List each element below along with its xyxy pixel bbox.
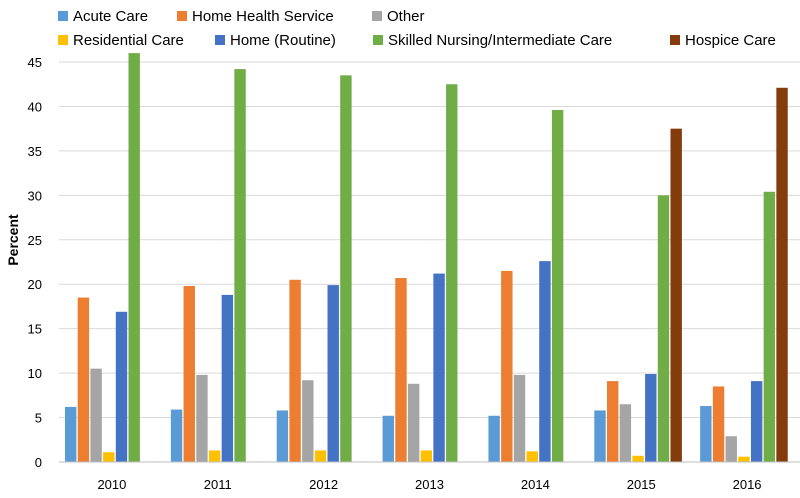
bar-acute-care-2011 [170,409,183,462]
bar-home-routine--2016 [750,381,763,462]
legend: Acute Care Home Health Service Other Reside… [58,8,776,49]
bar-acute-care-2015 [594,410,606,462]
bar-home-routine--2015 [645,374,657,462]
bar-skilled-nursing-intermediate-care-2011 [234,69,246,462]
y-tick-labels: 0 5 10 15 20 25 30 35 40 45 [28,55,42,470]
x-tick-label: 2016 [733,477,762,492]
bar-hospice-care-2015 [670,128,682,462]
legend-label-home-routine-: Home (Routine) [230,32,336,49]
bar-other-2014 [513,374,526,462]
legend-label-other: Other [387,8,425,25]
y-tick-label: 30 [28,188,42,203]
x-tick-label: 2013 [415,477,444,492]
legend-swatch-skilled-nursing-intermediate-care [373,35,383,45]
legend-swatch-residential-care [58,35,68,45]
bar-skilled-nursing-intermediate-care-2013 [446,84,458,462]
x-tick-labels: 2010 2011 2012 2013 2014 2015 2016 [97,477,761,492]
y-axis-label: Percent [5,214,21,266]
legend-label-home-health-service: Home Health Service [192,8,334,25]
bar-acute-care-2014 [488,415,500,462]
bar-home-health-service-2016 [712,386,725,462]
bar-skilled-nursing-intermediate-care-2016 [763,191,776,462]
y-tick-label: 40 [28,99,42,114]
y-tick-label: 15 [28,322,42,337]
y-tick-label: 35 [28,144,42,159]
bar-residential-care-2013 [420,450,433,462]
legend-label-residential-care: Residential Care [73,32,184,49]
bar-skilled-nursing-intermediate-care-2015 [657,195,670,463]
bar-residential-care-2016 [738,456,750,462]
bar-other-2012 [302,380,314,462]
bar-skilled-nursing-intermediate-care-2012 [340,75,352,462]
bar-acute-care-2010 [65,406,77,462]
bar-home-health-service-2015 [606,381,619,462]
bar-skilled-nursing-intermediate-care-2010 [128,53,140,462]
bar-acute-care-2016 [700,406,712,462]
y-tick-label: 5 [35,411,42,426]
bar-home-health-service-2011 [183,286,195,462]
legend-label-acute-care: Acute Care [73,8,148,25]
bar-home-routine--2013 [433,273,445,462]
x-tick-label: 2014 [521,477,550,492]
bar-other-2011 [196,374,208,462]
bar-residential-care-2014 [526,451,538,462]
x-tick-label: 2015 [627,477,656,492]
legend-swatch-other [372,11,382,21]
x-tick-label: 2010 [97,477,126,492]
bar-acute-care-2012 [276,410,289,462]
bar-acute-care-2013 [382,415,394,462]
bar-home-health-service-2013 [395,278,407,462]
y-tick-label: 25 [28,233,42,248]
bar-skilled-nursing-intermediate-care-2014 [551,110,564,462]
legend-swatch-home-routine- [215,35,225,45]
legend-label-skilled-nursing-intermediate-care: Skilled Nursing/Intermediate Care [388,32,612,49]
legend-label-hospice-care: Hospice Care [685,32,776,49]
bar-home-routine--2010 [115,311,128,462]
bar-residential-care-2015 [632,455,644,462]
y-tick-label: 0 [35,455,42,470]
bar-residential-care-2011 [208,450,221,462]
bars [65,53,788,463]
bar-home-health-service-2012 [289,279,301,462]
bar-other-2015 [619,404,632,462]
bar-home-routine--2014 [539,261,551,462]
bar-hospice-care-2016 [776,87,788,463]
bar-other-2016 [725,436,737,462]
bar-other-2010 [90,368,102,462]
bar-home-routine--2012 [327,285,339,462]
y-tick-label: 10 [28,366,42,381]
bar-home-health-service-2010 [77,297,90,462]
x-tick-label: 2012 [309,477,338,492]
y-tick-label: 45 [28,55,42,70]
legend-swatch-acute-care [58,11,68,21]
bar-other-2013 [407,383,420,462]
legend-swatch-hospice-care [670,35,680,45]
x-tick-label: 2011 [204,477,232,492]
gridlines [59,61,800,419]
bar-home-routine--2011 [221,294,234,462]
bar-residential-care-2010 [103,452,115,462]
legend-swatch-home-health-service [177,11,187,21]
bar-residential-care-2012 [314,450,327,462]
bar-home-health-service-2014 [501,270,513,462]
y-tick-label: 20 [28,277,42,292]
